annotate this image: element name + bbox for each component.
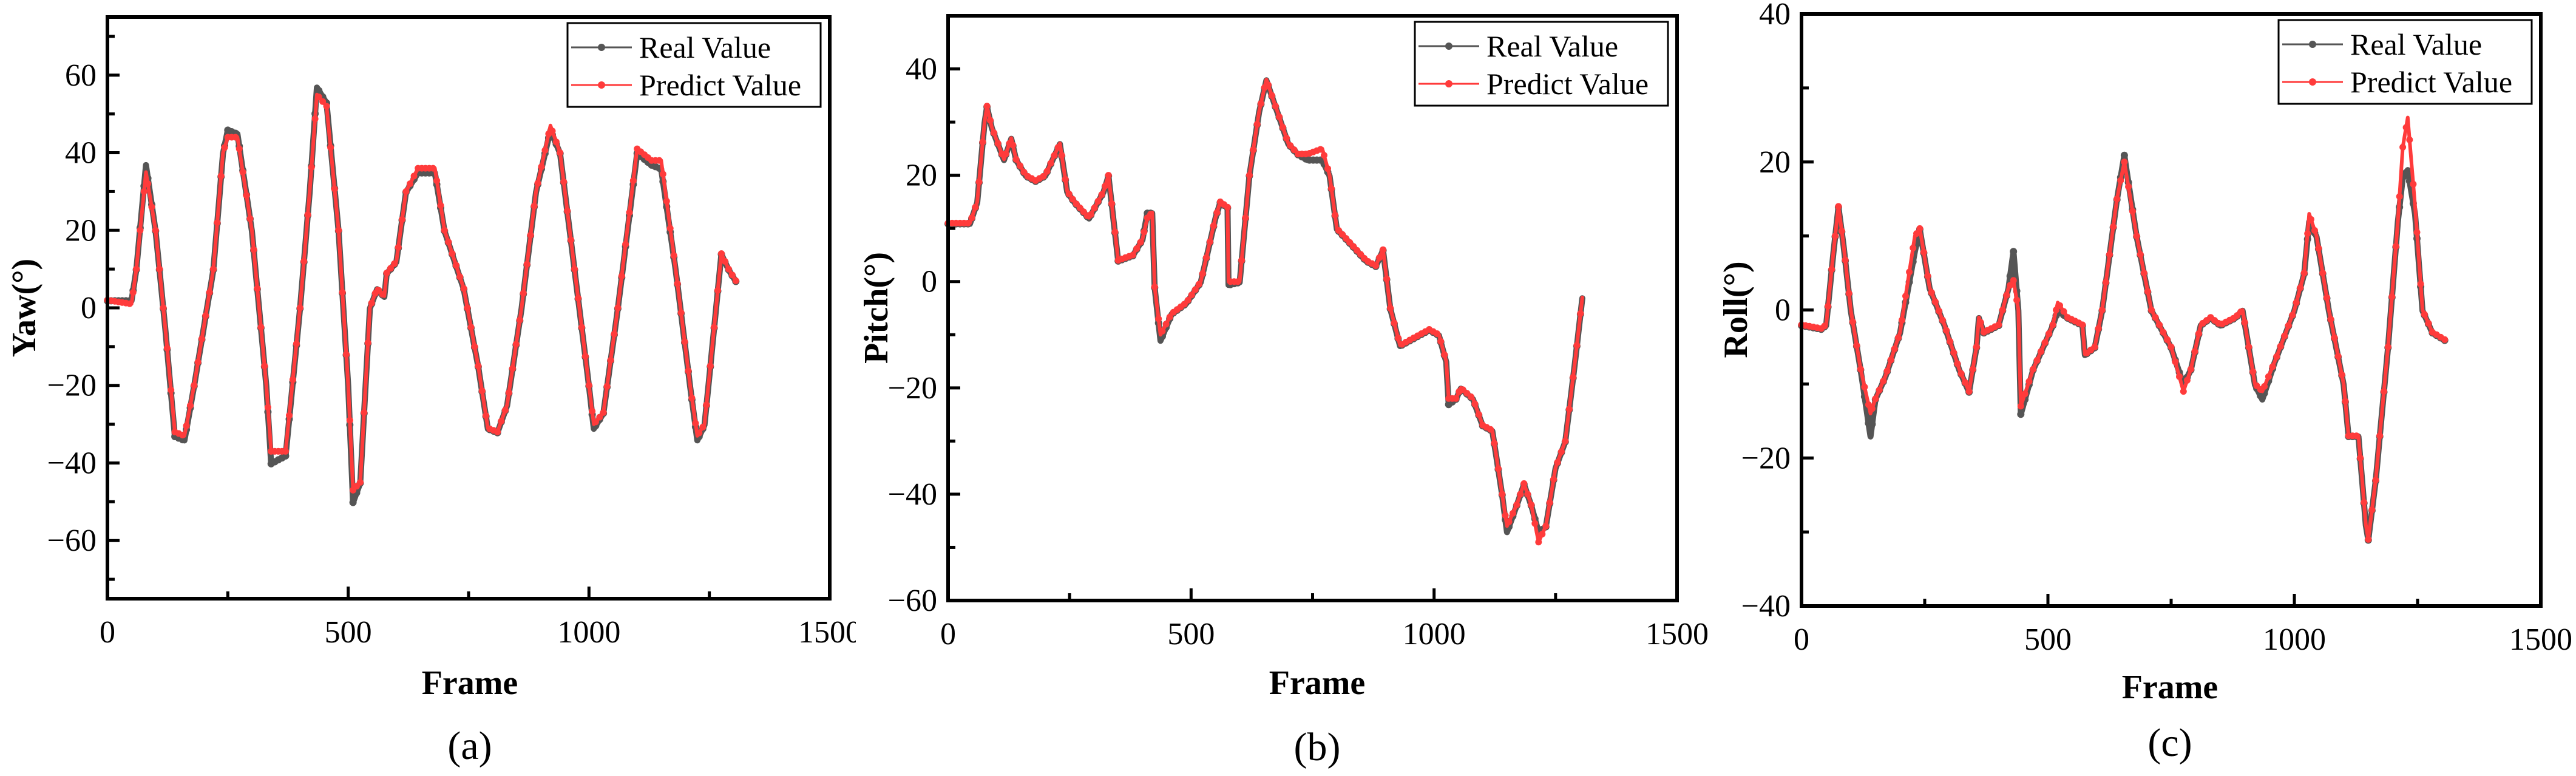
x-tick-label: 1000 bbox=[2263, 622, 2326, 657]
panel-a: −60 −40 −20 0 20 40 60 0 500 1000 1500 Real Value Pr… bbox=[0, 0, 861, 773]
legend: Real Value Predict Value bbox=[566, 22, 822, 108]
predict-value-series bbox=[104, 92, 739, 494]
real-value-series bbox=[104, 84, 740, 506]
y-axis-title: Yaw(°) bbox=[5, 259, 43, 357]
legend-predict-value: Predict Value bbox=[571, 68, 801, 102]
legend-label: Predict Value bbox=[2350, 65, 2512, 99]
panel-caption: (a) bbox=[447, 724, 492, 768]
yaw-chart: −60 −40 −20 0 20 40 60 0 500 1000 1500 Real Value Pr… bbox=[5, 15, 861, 768]
y-axis-title: Roll(°) bbox=[1718, 261, 1755, 358]
x-tick-label: 1000 bbox=[1403, 617, 1466, 652]
y-tick-label: −60 bbox=[47, 523, 97, 558]
x-tick-label: 1500 bbox=[1646, 617, 1709, 652]
y-tick-label: 40 bbox=[65, 136, 97, 171]
legend-predict-value: Predict Value bbox=[2282, 65, 2512, 99]
legend-real-value: Real Value bbox=[1418, 29, 1618, 63]
y-tick-label: −40 bbox=[888, 477, 937, 512]
y-tick-label: 0 bbox=[1775, 293, 1791, 328]
legend-label: Predict Value bbox=[1486, 67, 1649, 101]
x-axis-title: Frame bbox=[422, 664, 518, 702]
legend: Real Value Predict Value bbox=[1414, 21, 1669, 107]
predict-value-series bbox=[944, 78, 1584, 546]
panel-b: −60 −40 −20 0 20 40 0 500 1000 1500 Real Value Pred… bbox=[856, 0, 1718, 773]
panel-caption: (c) bbox=[2147, 721, 2192, 765]
roll-chart: −40 −20 0 20 40 0 500 1000 1500 Real Value Predict… bbox=[1717, 0, 2572, 765]
y-tick-label: 40 bbox=[906, 52, 937, 87]
legend-label: Real Value bbox=[1486, 29, 1618, 63]
x-axis-title: Frame bbox=[2122, 669, 2218, 706]
y-tick-label: 0 bbox=[921, 265, 937, 299]
y-tick-label: −60 bbox=[888, 584, 937, 618]
y-tick-label: 60 bbox=[65, 58, 97, 93]
x-axis-title: Frame bbox=[1269, 664, 1366, 702]
x-tick-label: 500 bbox=[1167, 617, 1215, 652]
legend-predict-value: Predict Value bbox=[1418, 67, 1649, 101]
plot-area: −60 −40 −20 0 20 40 60 0 500 1000 1500 Real Value Pr… bbox=[47, 15, 861, 650]
legend-label: Real Value bbox=[639, 30, 771, 64]
real-value-series bbox=[944, 77, 1585, 536]
panel-c: −40 −20 0 20 40 0 500 1000 1500 Real Value Predict… bbox=[1717, 0, 2576, 773]
legend-label: Real Value bbox=[2350, 27, 2482, 61]
y-tick-label: −20 bbox=[1741, 441, 1791, 475]
y-tick-label: −40 bbox=[47, 446, 97, 480]
y-axis-title: Pitch(°) bbox=[858, 252, 895, 364]
x-tick-label: 1000 bbox=[557, 615, 620, 650]
x-tick-label: 1500 bbox=[798, 615, 856, 650]
y-tick-label: 20 bbox=[65, 213, 97, 248]
legend: Real Value Predict Value bbox=[2277, 19, 2533, 105]
y-tick-label: −40 bbox=[1741, 589, 1791, 624]
y-tick-label: −20 bbox=[47, 369, 97, 403]
x-tick-label: 0 bbox=[100, 615, 115, 650]
x-tick-label: 0 bbox=[1794, 622, 1809, 657]
plot-area: −60 −40 −20 0 20 40 0 500 1000 1500 Real Value Pred… bbox=[888, 14, 1709, 652]
y-tick-label: 20 bbox=[1759, 145, 1791, 180]
y-tick-label: 40 bbox=[1759, 0, 1791, 32]
legend-label: Predict Value bbox=[639, 68, 801, 102]
x-tick-label: 1500 bbox=[2509, 622, 2572, 657]
plot-area: −40 −20 0 20 40 0 500 1000 1500 Real Value Predict… bbox=[1741, 0, 2572, 657]
y-tick-label: −20 bbox=[888, 371, 937, 406]
y-tick-label: 20 bbox=[906, 158, 937, 193]
x-tick-label: 500 bbox=[2024, 622, 2072, 657]
panel-caption: (b) bbox=[1294, 725, 1341, 769]
x-tick-label: 500 bbox=[325, 615, 372, 650]
legend-real-value: Real Value bbox=[2282, 27, 2482, 61]
y-tick-label: 0 bbox=[81, 291, 97, 325]
pitch-chart: −60 −40 −20 0 20 40 0 500 1000 1500 Real Value Pred… bbox=[858, 14, 1709, 769]
x-tick-label: 0 bbox=[940, 617, 956, 652]
legend-real-value: Real Value bbox=[571, 30, 771, 64]
predict-value-series bbox=[1798, 115, 2449, 543]
